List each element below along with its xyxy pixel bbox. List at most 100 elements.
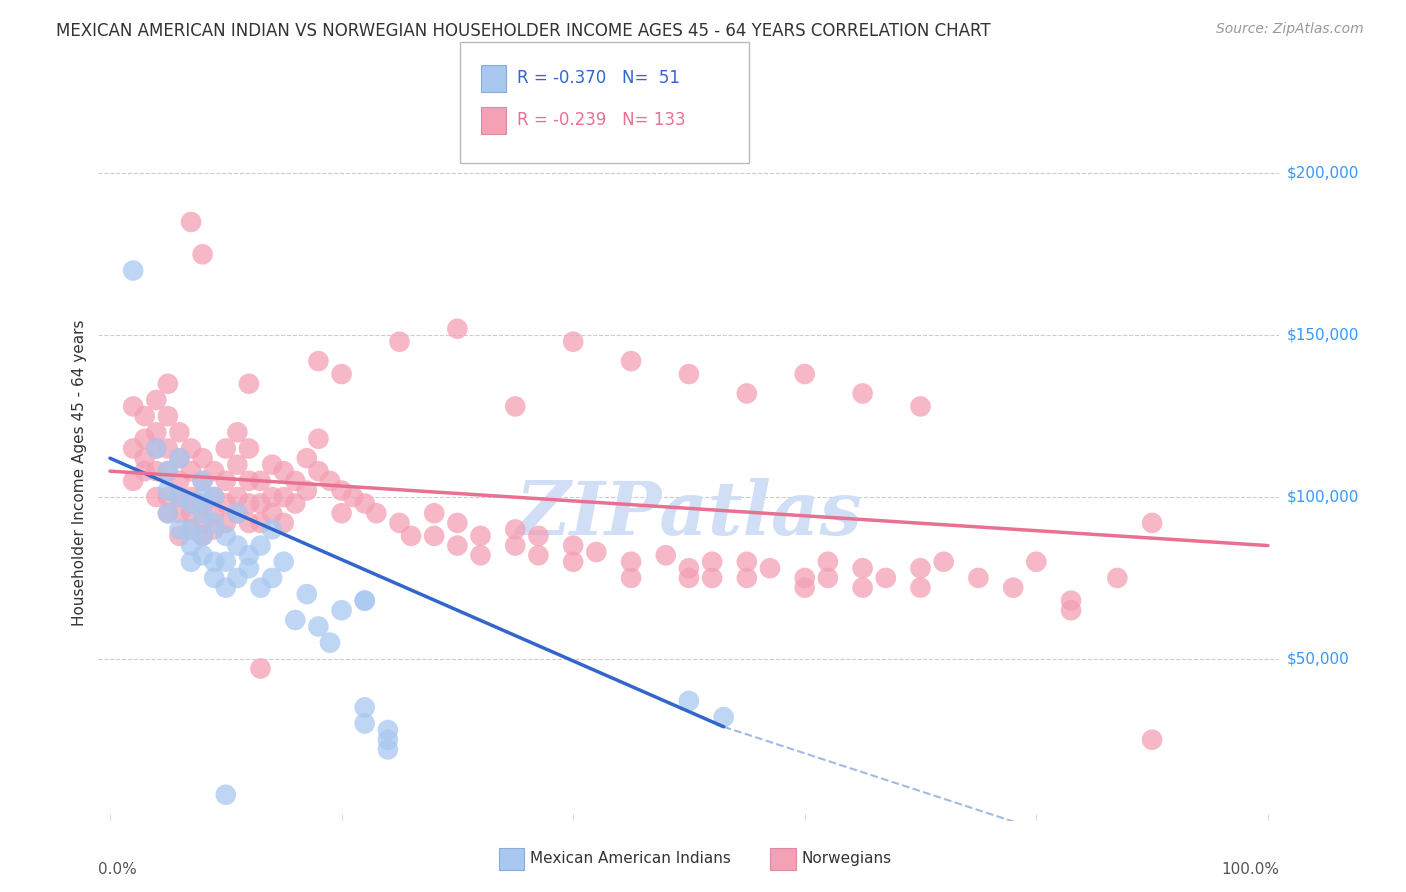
- Text: R = -0.370   N=  51: R = -0.370 N= 51: [517, 70, 681, 87]
- Point: [180, 496, 202, 510]
- Point: [503, 400, 526, 414]
- Point: [226, 506, 249, 520]
- Point: [388, 334, 411, 349]
- Point: [156, 464, 179, 478]
- Point: [249, 496, 271, 510]
- Point: [180, 506, 202, 520]
- Point: [273, 555, 295, 569]
- Point: [180, 464, 202, 478]
- Point: [262, 506, 284, 520]
- Point: [852, 561, 875, 575]
- Point: [226, 571, 249, 585]
- Point: [1025, 555, 1047, 569]
- Point: [145, 392, 167, 407]
- Y-axis label: Householder Income Ages 45 - 64 years: Householder Income Ages 45 - 64 years: [72, 319, 87, 626]
- Point: [759, 561, 782, 575]
- Point: [180, 442, 202, 456]
- Point: [655, 549, 678, 563]
- Point: [202, 490, 225, 504]
- Text: MEXICAN AMERICAN INDIAN VS NORWEGIAN HOUSEHOLDER INCOME AGES 45 - 64 YEARS CORRE: MEXICAN AMERICAN INDIAN VS NORWEGIAN HOU…: [56, 22, 991, 40]
- Point: [399, 529, 422, 543]
- Point: [319, 635, 342, 649]
- Point: [180, 522, 202, 536]
- Point: [967, 571, 990, 585]
- Point: [191, 529, 214, 543]
- Point: [735, 571, 758, 585]
- Text: $150,000: $150,000: [1286, 327, 1358, 343]
- Point: [330, 603, 353, 617]
- Point: [169, 529, 191, 543]
- Text: Mexican American Indians: Mexican American Indians: [530, 852, 731, 866]
- Point: [388, 516, 411, 530]
- Point: [700, 555, 723, 569]
- Point: [215, 516, 238, 530]
- Point: [226, 539, 249, 553]
- Point: [202, 516, 225, 530]
- Point: [1060, 593, 1083, 607]
- Point: [273, 464, 295, 478]
- Point: [620, 571, 643, 585]
- Point: [191, 490, 214, 504]
- Point: [735, 555, 758, 569]
- Point: [910, 561, 932, 575]
- Point: [446, 322, 468, 336]
- Point: [273, 490, 295, 504]
- Point: [226, 458, 249, 472]
- Text: ZIPatlas: ZIPatlas: [516, 478, 862, 550]
- Point: [377, 723, 399, 737]
- Point: [295, 483, 318, 498]
- Point: [156, 506, 179, 520]
- Text: Source: ZipAtlas.com: Source: ZipAtlas.com: [1216, 22, 1364, 37]
- Point: [678, 561, 700, 575]
- Point: [446, 539, 468, 553]
- Point: [202, 555, 225, 569]
- Point: [1140, 732, 1163, 747]
- Point: [713, 710, 735, 724]
- Point: [191, 529, 214, 543]
- Point: [191, 506, 214, 520]
- Point: [191, 549, 214, 563]
- Point: [191, 247, 214, 261]
- Point: [562, 334, 585, 349]
- Point: [156, 409, 179, 424]
- Point: [215, 788, 238, 802]
- Point: [226, 490, 249, 504]
- Point: [1060, 603, 1083, 617]
- Point: [307, 432, 329, 446]
- Point: [366, 506, 388, 520]
- Point: [527, 529, 550, 543]
- Point: [249, 474, 271, 488]
- Point: [249, 516, 271, 530]
- Point: [156, 490, 179, 504]
- Point: [145, 442, 167, 456]
- Point: [678, 694, 700, 708]
- Point: [932, 555, 955, 569]
- Point: [817, 555, 839, 569]
- Point: [852, 386, 875, 401]
- Point: [238, 549, 260, 563]
- Point: [122, 474, 145, 488]
- Point: [249, 581, 271, 595]
- Point: [191, 451, 214, 466]
- Text: 0.0%: 0.0%: [98, 863, 138, 878]
- Point: [180, 555, 202, 569]
- Point: [215, 529, 238, 543]
- Point: [503, 522, 526, 536]
- Point: [470, 529, 492, 543]
- Point: [284, 474, 307, 488]
- Point: [330, 506, 353, 520]
- Point: [353, 496, 375, 510]
- Point: [620, 555, 643, 569]
- Point: [262, 522, 284, 536]
- Text: R = -0.239   N= 133: R = -0.239 N= 133: [517, 112, 686, 129]
- Point: [145, 442, 167, 456]
- Point: [249, 539, 271, 553]
- Point: [134, 409, 156, 424]
- Point: [169, 425, 191, 440]
- Point: [169, 522, 191, 536]
- Point: [122, 263, 145, 277]
- Point: [226, 425, 249, 440]
- Point: [262, 571, 284, 585]
- Point: [180, 539, 202, 553]
- Point: [678, 571, 700, 585]
